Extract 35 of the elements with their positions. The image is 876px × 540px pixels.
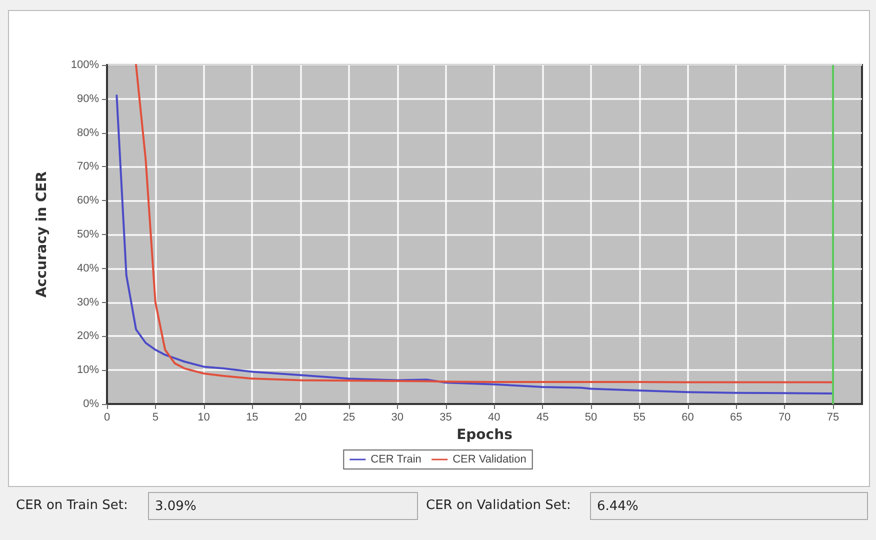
x-tick-label: 45 (536, 412, 549, 424)
y-tick-label: 100% (70, 59, 100, 71)
x-tick-label: 20 (294, 412, 307, 424)
x-tick-label: 10 (198, 412, 210, 424)
legend-label: CER Train (370, 454, 422, 466)
text: CER on Train Set: (16, 498, 128, 513)
y-tick-label: 30% (76, 296, 100, 308)
y-tick-label: 80% (76, 126, 100, 139)
y-tick-label: 60% (76, 194, 100, 207)
y-tick-label: 20% (76, 330, 100, 342)
text: CER on Validation Set: (426, 498, 571, 513)
y-tick-label: 0% (83, 398, 100, 410)
x-tick-label: 50 (584, 412, 598, 424)
y-tick-label: 40% (76, 262, 100, 274)
y-tick-label: 90% (76, 92, 100, 105)
text: 3.09% (148, 492, 418, 520)
x-tick-label: 55 (633, 412, 646, 424)
x-tick-label: 0 (104, 412, 110, 424)
legend-label: CER Validation (452, 454, 526, 466)
text: 6.44% (590, 492, 868, 520)
x-tick-label: 65 (730, 412, 742, 424)
x-tick-label: 15 (246, 412, 258, 424)
x-tick-label: 75 (826, 412, 840, 424)
x-tick-label: 35 (440, 412, 452, 424)
x-tick-label: 30 (391, 412, 404, 424)
x-tick-label: 5 (152, 412, 158, 424)
x-tick-label: 40 (488, 412, 500, 424)
x-tick-label: 70 (778, 412, 791, 424)
y-axis-title: Accuracy in CER (34, 171, 50, 298)
y-tick-label: 10% (76, 364, 100, 376)
x-tick-label: 25 (342, 412, 356, 424)
x-axis-title: Epochs (456, 427, 512, 443)
x-tick-label: 60 (682, 412, 694, 424)
y-tick-label: 70% (76, 160, 100, 173)
y-tick-label: 50% (76, 228, 100, 240)
